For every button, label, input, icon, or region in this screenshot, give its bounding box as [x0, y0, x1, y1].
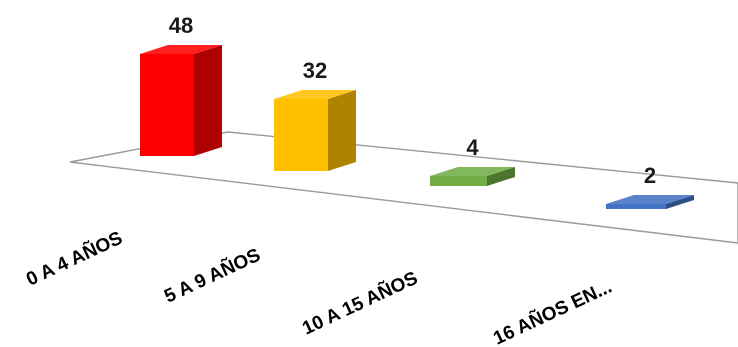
- bar-side-face: [487, 167, 515, 186]
- bar-front-face: [430, 176, 487, 186]
- bar-front-face: [606, 204, 666, 209]
- bar-top-face: [140, 45, 222, 54]
- bar-front-face: [274, 99, 328, 171]
- bar: [430, 167, 515, 186]
- bar-top-face: [430, 167, 515, 176]
- category-label: 0 A 4 AÑOS: [23, 227, 126, 291]
- data-label: 4: [466, 135, 479, 160]
- bar: [140, 45, 222, 156]
- bar-front-face: [140, 54, 194, 156]
- bar-top-face: [606, 195, 694, 204]
- data-label: 2: [644, 163, 656, 188]
- bars-group: [140, 45, 694, 209]
- category-label: 10 A 15 AÑOS: [299, 267, 421, 340]
- data-label: 48: [169, 13, 193, 38]
- bar: [606, 195, 694, 209]
- data-label: 32: [303, 58, 327, 83]
- bar-side-face: [328, 90, 356, 171]
- bar: [274, 90, 356, 171]
- bar-side-face: [194, 45, 222, 156]
- category-label: 16 AÑOS EN...: [490, 275, 615, 347]
- data-labels-group: 48 32 4 2: [169, 13, 656, 188]
- bar-side-face: [666, 195, 694, 209]
- category-label: 5 A 9 AÑOS: [161, 244, 264, 308]
- category-labels-group: 0 A 4 AÑOS 5 A 9 AÑOS 10 A 15 AÑOS 16 AÑOS …: [23, 227, 615, 347]
- bar-top-face: [274, 90, 356, 99]
